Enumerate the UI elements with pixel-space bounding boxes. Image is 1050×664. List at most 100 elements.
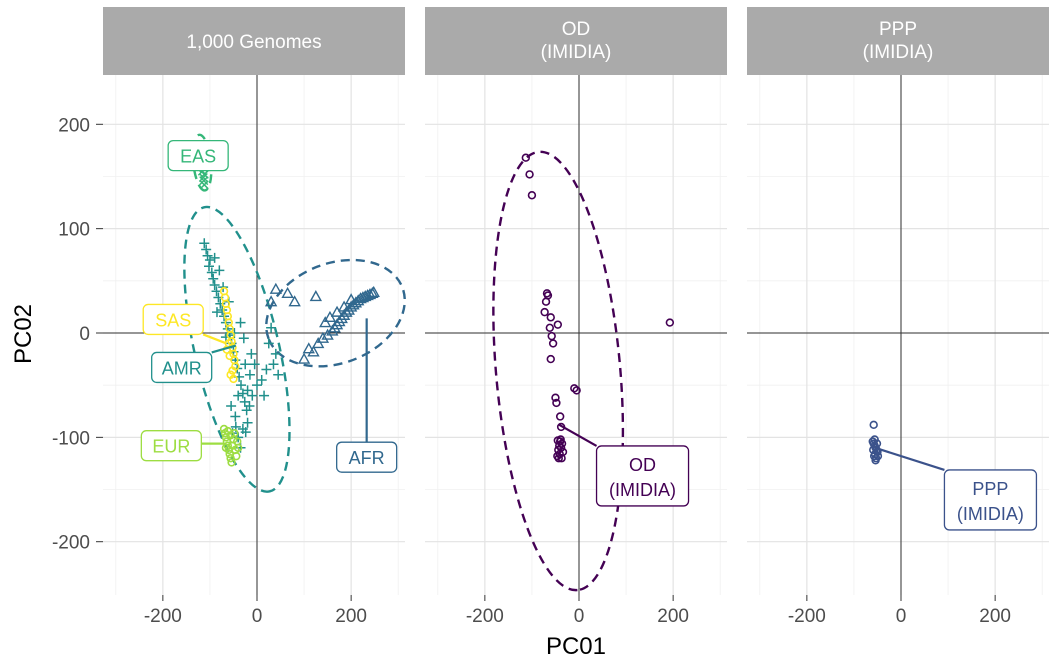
callout-label: SAS	[155, 310, 191, 330]
data-point	[206, 267, 217, 278]
callout-label: OD	[629, 455, 656, 475]
data-point	[259, 390, 270, 401]
data-point	[337, 300, 351, 312]
callout-label: EUR	[152, 437, 190, 457]
callout-box	[140, 430, 202, 462]
data-point	[521, 153, 531, 162]
y-tick-label: -100	[52, 428, 90, 449]
series-sas	[219, 287, 240, 384]
data-point	[281, 286, 294, 299]
data-point	[215, 298, 226, 309]
callout-label: AFR	[349, 448, 385, 468]
data-point	[208, 273, 219, 284]
data-point	[242, 417, 253, 428]
y-tick-label: 100	[58, 220, 90, 241]
x-tick-label: 200	[335, 606, 367, 627]
data-point	[312, 336, 325, 349]
callout-box	[167, 139, 229, 172]
facet-strip	[103, 7, 405, 75]
facet-strip-label: OD	[562, 19, 591, 40]
data-point	[572, 386, 581, 395]
data-point	[366, 286, 379, 299]
data-point	[217, 305, 228, 316]
facet-panel-3: PPP (IMIDIA) -200 0 200 PPP (IMIDIA)	[747, 7, 1049, 627]
data-point	[247, 390, 258, 401]
facet-strip-label: PPP	[879, 19, 917, 40]
data-point	[233, 443, 243, 452]
callout-sas: SAS	[142, 303, 227, 345]
data-point	[204, 254, 215, 265]
data-point	[233, 390, 244, 401]
data-point	[527, 191, 537, 200]
data-point	[316, 331, 330, 343]
data-point	[273, 369, 284, 380]
data-point	[211, 307, 222, 318]
callout-label: EAS	[180, 147, 216, 167]
data-point	[872, 439, 882, 448]
x-tick-label: 0	[574, 606, 585, 627]
callout-label: (IMIDIA)	[957, 504, 1024, 524]
data-point	[235, 317, 246, 328]
data-point	[238, 333, 249, 344]
data-point	[264, 295, 278, 307]
data-point	[226, 401, 237, 412]
data-point	[214, 265, 225, 276]
data-point	[244, 369, 255, 380]
data-point	[244, 401, 255, 412]
data-point	[323, 310, 337, 323]
callout-od: OD (IMIDIA)	[558, 423, 690, 507]
data-point	[548, 339, 558, 348]
callout-connector	[874, 446, 945, 472]
callout-box	[151, 351, 213, 384]
x-tick-label: -200	[466, 606, 504, 627]
data-point	[218, 282, 229, 293]
data-point	[570, 384, 579, 393]
data-point	[268, 359, 279, 370]
callout-ppp: PPP (IMIDIA)	[874, 446, 1038, 531]
data-point	[309, 290, 323, 302]
data-point	[256, 374, 267, 385]
data-point	[221, 443, 231, 452]
y-tick-label: 0	[79, 324, 90, 345]
data-point	[525, 170, 534, 179]
y-tick-label: -200	[52, 533, 90, 554]
data-point	[551, 393, 560, 402]
series-afr	[264, 282, 380, 364]
callout-label: (IMIDIA)	[609, 480, 676, 500]
data-point	[240, 427, 251, 438]
data-point	[235, 380, 246, 391]
data-point	[557, 439, 567, 448]
panel-background	[425, 75, 727, 595]
data-point	[665, 318, 675, 327]
data-point	[223, 441, 233, 450]
data-point	[297, 352, 311, 364]
x-tick-label: 200	[979, 606, 1011, 627]
data-point	[223, 426, 233, 436]
data-point	[555, 412, 565, 421]
data-point	[252, 380, 262, 391]
data-point	[198, 172, 208, 183]
data-point	[541, 297, 551, 306]
data-point	[202, 250, 213, 261]
x-tick-label: -200	[788, 606, 826, 627]
data-point	[552, 398, 561, 408]
data-point	[227, 458, 236, 467]
callout-box	[943, 469, 1038, 531]
data-point	[869, 420, 878, 430]
facet-strip	[747, 7, 1049, 75]
data-point	[228, 366, 237, 375]
data-point	[246, 348, 257, 359]
data-point	[553, 320, 563, 329]
x-axis-title: PC01	[546, 633, 606, 660]
x-tick-label: 0	[896, 606, 907, 627]
data-point	[199, 180, 209, 190]
y-axis-title: PC02	[10, 304, 37, 364]
data-point	[288, 295, 301, 307]
data-point	[269, 282, 283, 294]
data-point	[557, 454, 566, 463]
data-point	[546, 313, 555, 322]
callout-label: PPP	[972, 479, 1008, 499]
data-point	[307, 345, 320, 357]
callout-eas: EAS	[167, 139, 229, 172]
